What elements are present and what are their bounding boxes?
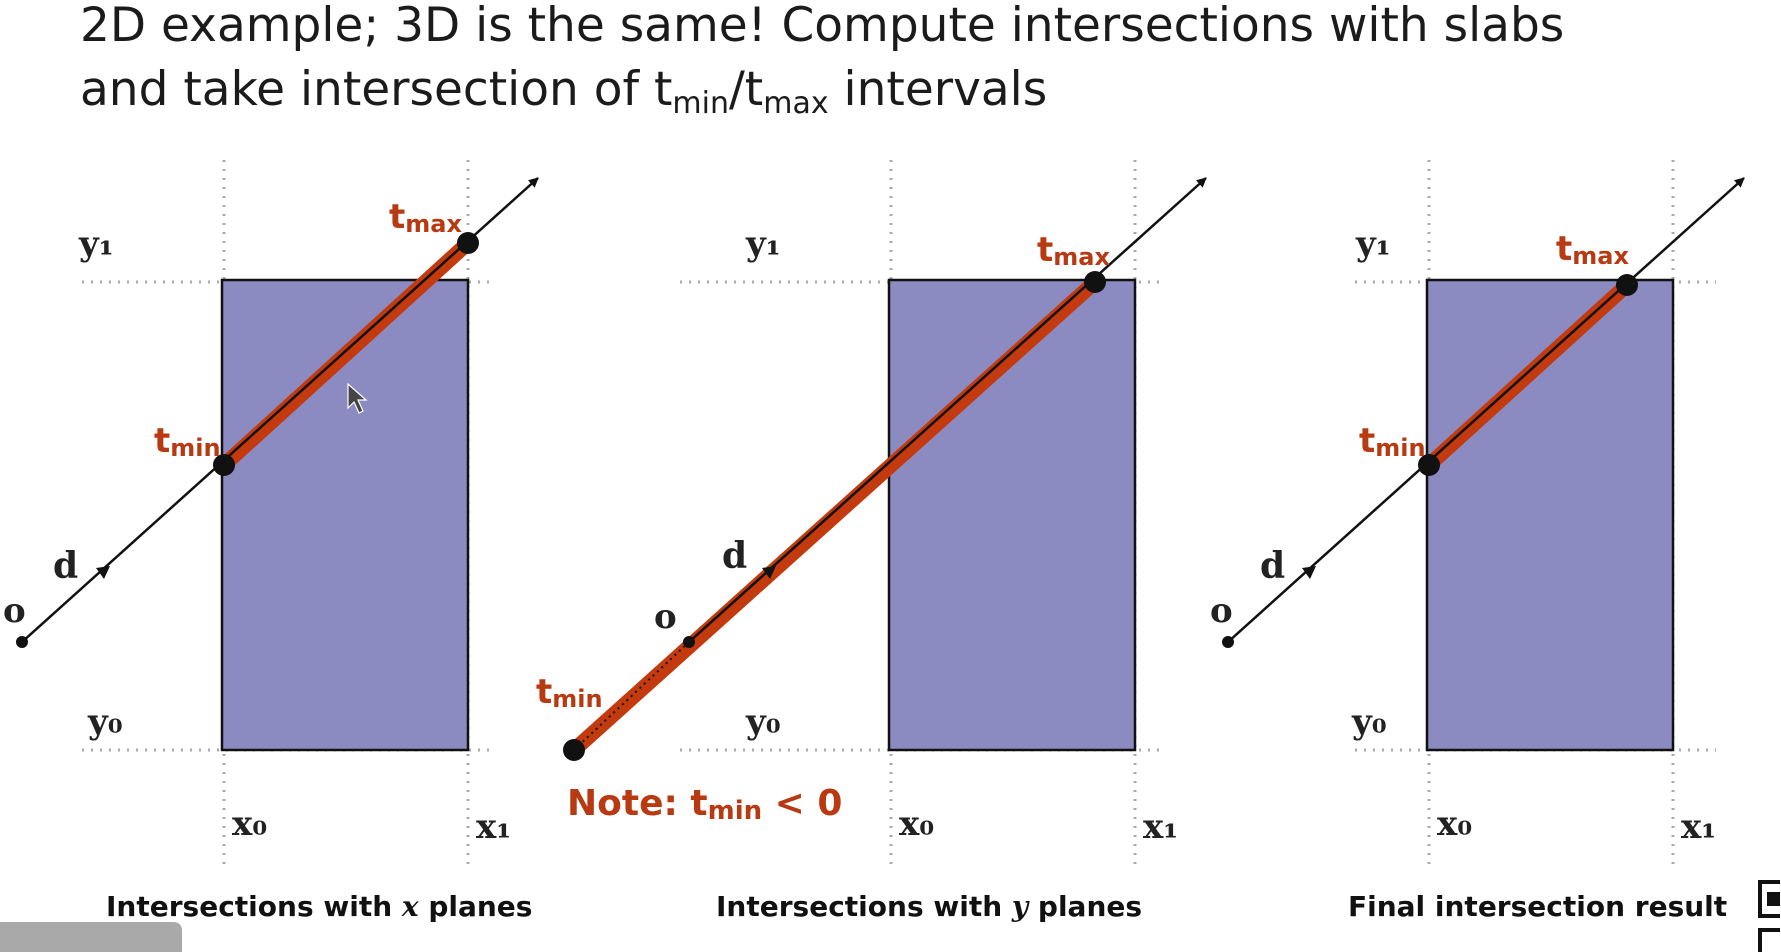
tmin-point xyxy=(1418,454,1440,476)
title-line-2-mid: /t xyxy=(728,62,764,117)
y1-label: y₁ xyxy=(745,224,781,264)
caption-y-planes: Intersections with y planes xyxy=(716,890,1142,923)
t-interval-highlight xyxy=(218,237,474,471)
x0-label: x₀ xyxy=(232,804,267,844)
direction-label: d xyxy=(722,535,747,577)
ray-backward-extension xyxy=(573,641,690,751)
origin-label: o xyxy=(3,591,26,631)
y0-label: y₀ xyxy=(87,702,123,742)
tmax-label: tmax xyxy=(389,197,462,238)
ray xyxy=(21,177,539,643)
direction-arrow-icon xyxy=(96,566,110,579)
tmin-point xyxy=(563,739,585,761)
ray-origin-point xyxy=(683,636,695,648)
note-tmin-negative: Note: tmin < 0 xyxy=(567,783,842,826)
x1-label: x₁ xyxy=(1681,807,1716,847)
title-line-2-pre: and take intersection of t xyxy=(80,62,673,117)
direction-label: d xyxy=(53,545,78,587)
video-overlay-bar xyxy=(0,922,182,952)
panel-x-planes: y₁ y₀ x₀ x₁ o d tmin tmax Intersections … xyxy=(3,160,539,923)
direction-arrow-icon xyxy=(1302,566,1316,579)
slide-title: 2D example; 3D is the same! Compute inte… xyxy=(80,0,1760,122)
direction-arrow-icon xyxy=(762,566,776,579)
qr-code-icon xyxy=(1758,880,1780,918)
x1-label: x₁ xyxy=(476,807,511,847)
tmin-point xyxy=(213,454,235,476)
title-line-2-post: intervals xyxy=(828,62,1048,117)
tmax-label: tmax xyxy=(1556,229,1629,270)
bounding-box xyxy=(220,278,470,752)
tmax-label: tmax xyxy=(1037,230,1110,271)
caption-final-result: Final intersection result xyxy=(1348,890,1727,923)
ray xyxy=(1227,177,1745,643)
ray-origin-point xyxy=(16,636,28,648)
tmax-point xyxy=(1084,271,1106,293)
tmax-point xyxy=(457,232,479,254)
caption-x-planes: Intersections with x planes xyxy=(106,890,532,923)
x0-label: x₀ xyxy=(1437,804,1472,844)
title-sub-max: max xyxy=(763,86,829,121)
x0-label: x₀ xyxy=(899,804,934,844)
direction-label: d xyxy=(1260,545,1285,587)
ray-origin-point xyxy=(1222,636,1234,648)
ray xyxy=(688,177,1207,643)
tmin-label: tmin xyxy=(1359,421,1426,462)
t-interval-highlight xyxy=(568,276,1101,756)
y1-label: y₁ xyxy=(78,224,114,264)
panel-final-result: y₁ y₀ x₀ x₁ o d tmin tmax Final intersec… xyxy=(1210,160,1745,923)
x1-label: x₁ xyxy=(1143,807,1178,847)
title-line-2: and take intersection of tmin/tmax inter… xyxy=(80,58,1760,122)
mouse-cursor-icon xyxy=(347,382,368,414)
tmax-point xyxy=(1616,274,1638,296)
title-sub-min: min xyxy=(672,86,729,121)
y1-label: y₁ xyxy=(1355,224,1391,264)
title-line-1: 2D example; 3D is the same! Compute inte… xyxy=(80,0,1565,53)
origin-label: o xyxy=(654,597,677,637)
origin-label: o xyxy=(1210,591,1233,631)
tmin-label: tmin xyxy=(154,421,221,462)
t-interval-highlight xyxy=(1423,279,1633,471)
tmin-label: tmin xyxy=(536,672,603,713)
y0-label: y₀ xyxy=(745,702,781,742)
panel-y-planes: y₁ y₀ x₀ x₁ o d tmin tmax Note: tmin < 0… xyxy=(536,160,1207,923)
y0-label: y₀ xyxy=(1351,702,1387,742)
qr-code-fragment-icon xyxy=(1758,928,1780,952)
